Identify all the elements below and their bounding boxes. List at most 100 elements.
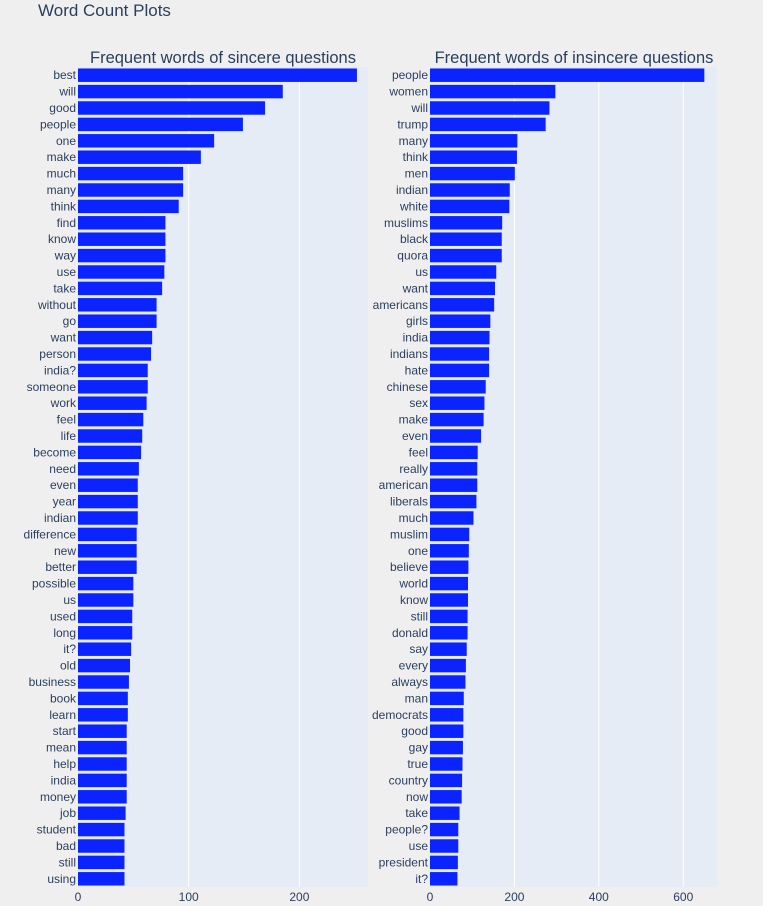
bar[interactable] — [430, 216, 503, 230]
bar[interactable] — [430, 626, 468, 640]
bar[interactable] — [78, 658, 131, 673]
bar[interactable] — [430, 68, 705, 82]
bar[interactable] — [78, 462, 139, 476]
bar[interactable] — [430, 84, 556, 99]
bar[interactable] — [78, 330, 153, 345]
bar[interactable] — [78, 478, 138, 492]
bar[interactable] — [430, 773, 463, 788]
bar[interactable] — [430, 412, 484, 427]
bar[interactable] — [78, 806, 126, 820]
bar[interactable] — [78, 166, 184, 181]
bar[interactable] — [78, 396, 147, 410]
bar[interactable] — [78, 626, 133, 640]
bar[interactable] — [430, 511, 474, 525]
bar[interactable] — [430, 527, 470, 542]
bar[interactable] — [78, 724, 127, 738]
bar[interactable] — [78, 691, 128, 706]
bar[interactable] — [430, 544, 469, 558]
bar[interactable] — [430, 265, 497, 279]
bar[interactable] — [78, 363, 148, 378]
bar[interactable] — [78, 527, 137, 542]
bar[interactable] — [78, 183, 184, 197]
bar[interactable] — [78, 117, 243, 132]
bar[interactable] — [78, 708, 128, 722]
bar[interactable] — [430, 445, 478, 460]
bar[interactable] — [78, 511, 138, 525]
bar[interactable] — [430, 462, 478, 476]
bar[interactable] — [430, 806, 460, 820]
bar[interactable] — [78, 855, 125, 870]
bar[interactable] — [78, 642, 132, 656]
bar[interactable] — [78, 445, 142, 460]
bar[interactable] — [430, 166, 515, 181]
bar[interactable] — [78, 494, 138, 509]
bar[interactable] — [430, 560, 469, 574]
bar[interactable] — [78, 281, 163, 296]
bar[interactable] — [78, 84, 283, 99]
bar[interactable] — [430, 396, 485, 410]
bar[interactable] — [78, 68, 357, 82]
bar[interactable] — [78, 740, 127, 755]
bar[interactable] — [430, 724, 464, 738]
bar[interactable] — [78, 380, 148, 394]
bar[interactable] — [430, 691, 464, 706]
bar[interactable] — [78, 872, 125, 886]
bar[interactable] — [430, 872, 458, 886]
bar[interactable] — [430, 675, 466, 689]
bar[interactable] — [78, 560, 137, 574]
bar[interactable] — [430, 314, 491, 328]
bar[interactable] — [78, 593, 134, 607]
bar[interactable] — [430, 101, 550, 115]
bar[interactable] — [430, 757, 463, 771]
bar[interactable] — [430, 576, 468, 591]
bar[interactable] — [430, 281, 495, 296]
bar[interactable] — [78, 134, 215, 148]
bar[interactable] — [430, 429, 482, 443]
bar[interactable] — [430, 150, 517, 164]
bar[interactable] — [430, 134, 518, 148]
bar[interactable] — [430, 117, 546, 132]
bar[interactable] — [78, 790, 127, 804]
bar[interactable] — [78, 265, 165, 279]
bar[interactable] — [430, 248, 502, 263]
bar[interactable] — [430, 380, 486, 394]
bar[interactable] — [78, 773, 127, 788]
bar[interactable] — [78, 609, 133, 624]
bar[interactable] — [430, 658, 466, 673]
bar[interactable] — [78, 822, 125, 837]
bar[interactable] — [430, 593, 468, 607]
bar[interactable] — [78, 232, 166, 246]
bar[interactable] — [78, 216, 166, 230]
bar[interactable] — [430, 609, 468, 624]
bar[interactable] — [78, 429, 143, 443]
bar[interactable] — [430, 822, 459, 837]
bar[interactable] — [78, 298, 157, 312]
bar[interactable] — [430, 642, 467, 656]
bar[interactable] — [430, 183, 510, 197]
bar[interactable] — [430, 199, 510, 214]
bar[interactable] — [78, 757, 127, 771]
bar[interactable] — [430, 494, 477, 509]
bar[interactable] — [430, 330, 490, 345]
bar[interactable] — [430, 347, 490, 361]
bar[interactable] — [78, 101, 266, 115]
bar[interactable] — [78, 150, 201, 164]
bar[interactable] — [78, 347, 152, 361]
bar[interactable] — [430, 790, 462, 804]
bar[interactable] — [78, 576, 134, 591]
bar[interactable] — [78, 839, 125, 853]
bar[interactable] — [78, 675, 129, 689]
bar[interactable] — [78, 199, 179, 214]
bar[interactable] — [430, 708, 464, 722]
bar[interactable] — [78, 544, 137, 558]
bar[interactable] — [78, 248, 166, 263]
bar[interactable] — [430, 740, 463, 755]
bar[interactable] — [430, 232, 502, 246]
bar[interactable] — [430, 839, 459, 853]
bar[interactable] — [78, 412, 144, 427]
bar[interactable] — [430, 478, 478, 492]
bar[interactable] — [430, 855, 458, 870]
bar[interactable] — [430, 298, 495, 312]
bar[interactable] — [78, 314, 157, 328]
bar[interactable] — [430, 363, 490, 378]
